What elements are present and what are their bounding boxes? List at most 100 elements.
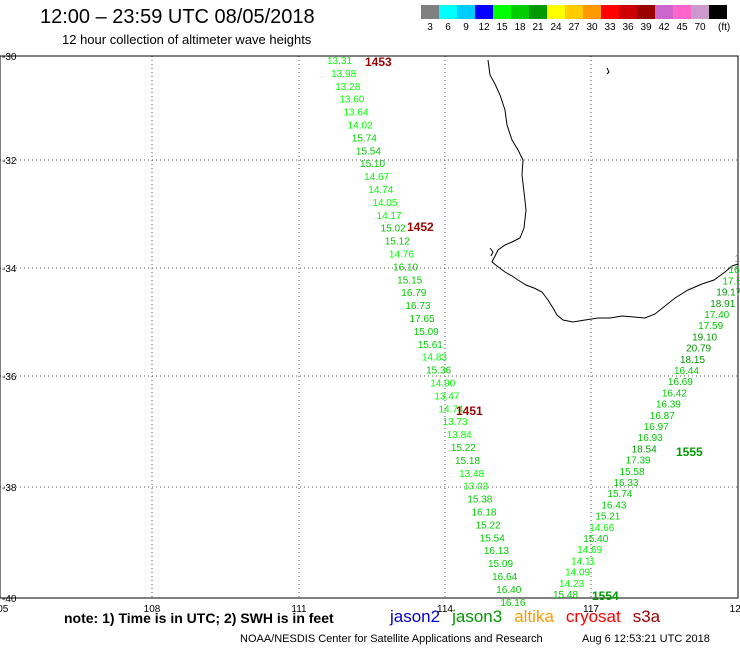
wave-height-label: 16.64 [492, 572, 517, 583]
legend-swatch [457, 5, 475, 19]
wave-height-label: 15.09 [414, 327, 439, 338]
legend-label: 33 [604, 22, 616, 33]
coastline [487, 59, 739, 323]
wave-height-label: 13.28 [335, 82, 360, 93]
wave-height-label: 14.09 [565, 568, 590, 579]
wave-height-label: 17.40 [704, 310, 729, 321]
legend-label: 6 [445, 22, 451, 33]
footer-credit: NOAA/NESDIS Center for Satellite Applica… [240, 633, 543, 645]
legend-swatch [709, 5, 727, 19]
wave-height-label: 14.69 [577, 545, 602, 556]
wave-height-label: 15.09 [488, 559, 513, 570]
legend-swatch [565, 5, 583, 19]
legend-swatch [691, 5, 709, 19]
legend-label: 36 [622, 22, 634, 33]
coastline-islet [606, 67, 610, 75]
legend-label: 18 [514, 22, 526, 33]
wave-height-label: 15.22 [451, 443, 476, 454]
legend-label: 27 [568, 22, 580, 33]
legend-label: 39 [640, 22, 652, 33]
legend-swatch [601, 5, 619, 19]
wave-height-label: 15.40 [583, 534, 608, 545]
wave-height-label: 15.58 [620, 467, 645, 478]
legend-swatch [493, 5, 511, 19]
wave-height-label: 17.5 [722, 276, 740, 287]
wave-height-label: 13.60 [339, 95, 364, 106]
wave-height-label: 17.39 [626, 456, 651, 467]
wave-height-label: 16.42 [662, 388, 687, 399]
wave-height-label: 14.67 [364, 172, 389, 183]
pass-labels: 1453 1452 1451 1555 1554 [365, 55, 703, 603]
mission-legend: jason2 jason3 altika cryosat s3a [390, 607, 672, 627]
y-axis-label: -38 [2, 483, 17, 494]
wave-height-label: 17.65 [410, 314, 435, 325]
wave-height-label: 18.54 [632, 444, 657, 455]
y-axis-label: -40 [2, 594, 17, 605]
wave-height-label: 16.40 [496, 585, 521, 596]
pass-label-1451: 1451 [456, 404, 483, 418]
x-axis-label: 114 [437, 604, 453, 615]
wave-height-label: 13.03 [463, 482, 488, 493]
legend-swatch [655, 5, 673, 19]
wave-height-label: 14.76 [389, 250, 414, 261]
mission-s3a: s3a [632, 607, 661, 626]
wave-height-label: 16.18 [471, 508, 496, 519]
wave-height-label: 15.36 [426, 366, 451, 377]
mission-jason3: jason3 [452, 607, 503, 626]
legend-swatch [511, 5, 529, 19]
wave-height-label: 15.18 [455, 456, 480, 467]
wave-height-label: 14.74 [438, 404, 463, 415]
legend-swatch [583, 5, 601, 19]
wave-height-label: 15.48 [553, 590, 578, 601]
page-subtitle: 12 hour collection of altimeter wave hei… [62, 32, 312, 47]
wave-height-label: 18.91 [710, 299, 735, 310]
wave-height-label: 16.69 [668, 377, 693, 388]
legend-label: 70 [694, 22, 706, 33]
color-legend-labels: 3 6 9 12 15 18 21 24 27 30 33 36 39 42 45 70 [421, 22, 709, 33]
wave-height-label: 16.97 [644, 422, 669, 433]
legend-label: 21 [532, 22, 544, 33]
x-axis-label: 117 [583, 604, 599, 615]
legend-label: 15 [496, 22, 508, 33]
legend-label: 45 [676, 22, 688, 33]
legend-label: 9 [463, 22, 469, 33]
wave-height-label: 15.74 [352, 133, 377, 144]
footer-timestamp: Aug 6 12:53:21 UTC 2018 [582, 633, 710, 645]
mission-altika: altika [514, 607, 554, 626]
wave-height-label: 14.11 [571, 556, 596, 567]
legend-label: 24 [550, 22, 562, 33]
wave-height-label: 15.54 [480, 533, 505, 544]
wave-height-label: 13.98 [331, 69, 356, 80]
wave-height-label: 16.33 [613, 478, 638, 489]
wave-height-label: 15.61 [418, 340, 443, 351]
map-grid [0, 56, 738, 598]
wave-height-label: 13.64 [344, 108, 369, 119]
wave-height-label: 14.23 [559, 579, 584, 590]
color-legend [421, 5, 727, 19]
legend-swatch [529, 5, 547, 19]
x-axis-label: 111 [291, 604, 307, 615]
legend-swatch [619, 5, 637, 19]
wave-height-label: 14.02 [348, 121, 373, 132]
mission-cryosat: cryosat [565, 607, 621, 626]
wave-height-label: 16.44 [674, 366, 699, 377]
page-title: 12:00 – 23:59 UTC 08/05/2018 [40, 6, 315, 28]
x-axis-label: 105 [0, 604, 9, 615]
pass-label-1452: 1452 [407, 220, 434, 234]
wave-height-label: 20.79 [686, 344, 711, 355]
wave-height-label: 15.21 [595, 512, 620, 523]
mission-jason2: jason2 [390, 607, 441, 626]
wave-height-label: 15.15 [397, 275, 422, 286]
wave-height-label: 16.87 [650, 411, 675, 422]
wave-height-label: 19.10 [692, 332, 717, 343]
wave-height-label: 16. [728, 265, 740, 276]
wave-height-label: 16.79 [401, 288, 426, 299]
legend-label: 12 [478, 22, 490, 33]
wave-height-label: 16.39 [656, 400, 681, 411]
wave-height-label: 14.17 [377, 211, 402, 222]
wave-height-label: 14.05 [372, 198, 397, 209]
x-axis-label: 120 [730, 604, 740, 615]
wave-height-label: 18.15 [680, 355, 705, 366]
wave-height-label: 14.74 [368, 185, 393, 196]
pass-label-1453: 1453 [365, 55, 392, 69]
